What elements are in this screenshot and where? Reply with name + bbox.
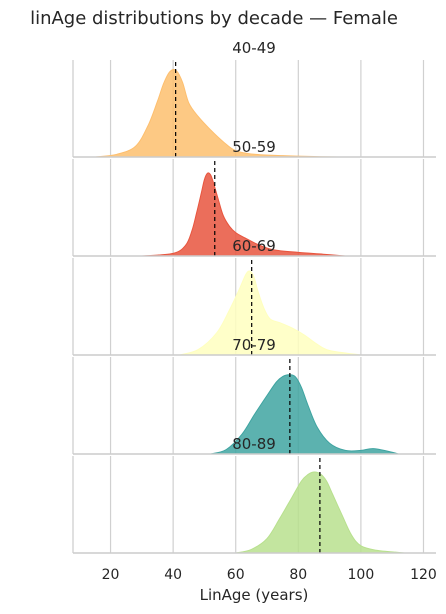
density-area-60-69 xyxy=(179,270,361,356)
panel-label-60-69: 60-69 xyxy=(232,237,276,255)
x-tick-label: 20 xyxy=(102,567,120,583)
panel-80-89: 80-89 xyxy=(72,435,436,554)
panel-40-49: 40-49 xyxy=(72,39,436,158)
x-tick-label: 120 xyxy=(410,567,437,583)
x-tick-label: 40 xyxy=(164,567,182,583)
panel-label-80-89: 80-89 xyxy=(232,435,276,453)
density-area-50-59 xyxy=(141,172,346,257)
panel-70-79: 70-79 xyxy=(72,336,436,455)
panel-label-70-79: 70-79 xyxy=(232,336,276,354)
panels: 40-49 50-59 60-69 70-79 80-89 xyxy=(72,39,436,554)
x-tick-label: 80 xyxy=(289,567,307,583)
panel-60-69: 60-69 xyxy=(72,237,436,356)
panel-label-50-59: 50-59 xyxy=(232,138,276,156)
density-area-80-89 xyxy=(235,471,405,554)
x-axis-label: LinAge (years) xyxy=(200,586,309,604)
panel-label-40-49: 40-49 xyxy=(232,39,276,57)
panel-50-59: 50-59 xyxy=(72,138,436,257)
density-area-40-49 xyxy=(94,69,339,158)
chart-title: linAge distributions by decade — Female xyxy=(30,8,398,29)
x-tick-label: 100 xyxy=(348,567,375,583)
x-axis-ticks: 20 40 60 80 100 120 xyxy=(102,567,437,583)
x-tick-label: 60 xyxy=(227,567,245,583)
density-area-70-79 xyxy=(210,374,399,455)
